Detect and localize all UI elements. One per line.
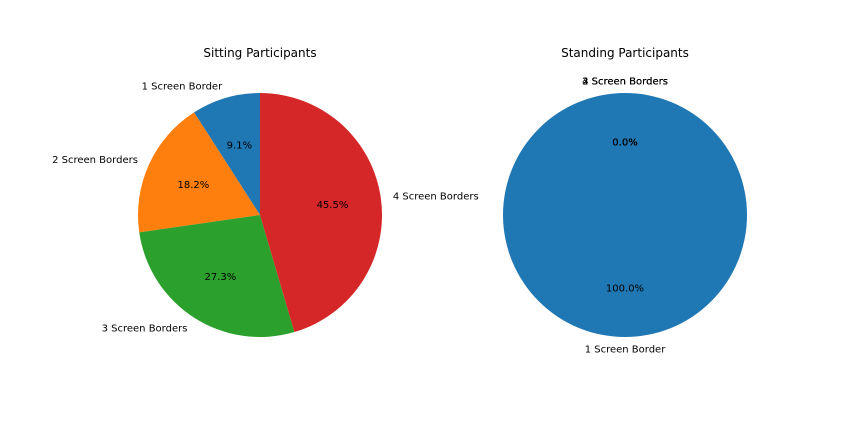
slice-label-3-screen-borders: 3 Screen Borders	[102, 323, 188, 334]
percent-label-3-screen-borders: 0.0%	[612, 137, 637, 148]
slice-label-3-screen-borders: 3 Screen Borders	[582, 76, 668, 87]
pie-slice-1-screen-border	[503, 93, 747, 337]
percent-label-4-screen-borders: 45.5%	[317, 200, 349, 211]
percent-label-2-screen-borders: 18.2%	[178, 180, 210, 191]
chart-title-sitting: Sitting Participants	[203, 46, 316, 60]
percent-label-2-screen-borders: 0.0%	[612, 137, 637, 148]
pie-chart-sitting: Sitting Participants 1 Screen Border 9.1%…	[52, 46, 479, 337]
percent-label-3-screen-borders: 27.3%	[205, 272, 237, 283]
pie-slice-3-screen-borders	[139, 215, 295, 337]
pie-slice-4-screen-borders	[260, 93, 382, 333]
slice-label-2-screen-borders: 2 Screen Borders	[582, 76, 668, 87]
percent-label-4-screen-borders: 0.0%	[612, 137, 637, 148]
percent-label-1-screen-border: 9.1%	[227, 140, 252, 151]
slice-label-4-screen-borders: 4 Screen Borders	[582, 76, 668, 87]
slice-label-4-screen-borders: 4 Screen Borders	[393, 191, 479, 202]
percent-label-1-screen-border: 100.0%	[606, 284, 644, 295]
slice-label-1-screen-border: 1 Screen Border	[585, 345, 667, 356]
slice-label-1-screen-border: 1 Screen Border	[142, 82, 224, 93]
pie-chart-standing: Standing Participants 1 Screen Border 100…	[503, 46, 747, 356]
pie-slice-1-screen-border	[194, 93, 260, 215]
chart-title-standing: Standing Participants	[561, 46, 689, 60]
slice-label-2-screen-borders: 2 Screen Borders	[52, 155, 138, 166]
pie-slice-2-screen-borders	[138, 112, 260, 233]
